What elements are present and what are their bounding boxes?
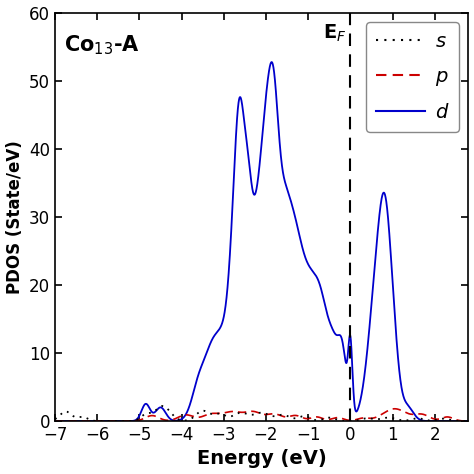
$p$ [228, 409, 234, 414]
Text: E$_{F}$: E$_{F}$ [323, 23, 347, 44]
$d$ [269, 59, 274, 65]
$d$ [457, 418, 463, 424]
$d$ [124, 418, 129, 424]
$p$ [211, 410, 217, 416]
$s$ [229, 413, 235, 419]
$d$ [211, 334, 217, 340]
$p$ [52, 418, 58, 424]
$p$ [100, 418, 105, 424]
$p$ [465, 418, 471, 424]
Legend: $s$, $p$, $d$: $s$, $p$, $d$ [366, 22, 459, 132]
Line: $s$: $s$ [55, 406, 468, 421]
$d$ [465, 418, 471, 424]
Text: Co$_{13}$-A: Co$_{13}$-A [64, 33, 139, 56]
$d$ [100, 418, 105, 424]
$s$ [465, 418, 471, 424]
$s$ [160, 403, 165, 409]
$s$ [413, 416, 419, 421]
$d$ [52, 418, 58, 424]
$s$ [124, 418, 130, 424]
$p$ [392, 406, 398, 411]
$p$ [413, 411, 419, 417]
$p$ [457, 418, 463, 424]
$d$ [228, 223, 234, 228]
Line: $d$: $d$ [55, 62, 468, 421]
X-axis label: Energy (eV): Energy (eV) [197, 449, 327, 468]
$p$ [124, 418, 129, 424]
$s$ [52, 416, 58, 422]
Y-axis label: PDOS (State/eV): PDOS (State/eV) [6, 140, 24, 294]
$s$ [211, 411, 217, 417]
$s$ [111, 418, 117, 424]
$s$ [458, 418, 464, 424]
Line: $p$: $p$ [55, 409, 468, 421]
$d$ [413, 413, 419, 419]
$s$ [100, 418, 105, 424]
